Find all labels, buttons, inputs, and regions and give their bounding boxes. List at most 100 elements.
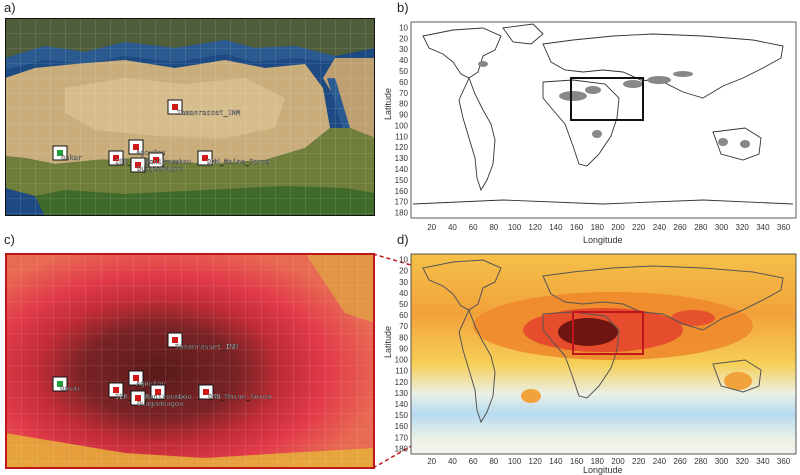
lon-tick-label: 160 — [570, 223, 584, 232]
lat-tick-label: 50 — [399, 300, 408, 309]
lat-tick-label: 120 — [395, 378, 409, 387]
station-label: Dakar — [60, 385, 81, 393]
lat-tick-label: 50 — [399, 67, 408, 76]
lat-tick-label: 170 — [395, 198, 409, 207]
station-label: Ouagadougou — [137, 400, 183, 408]
lat-tick-label: 170 — [395, 433, 409, 442]
continent-outlines — [412, 23, 794, 205]
panel-label-b: b) — [397, 0, 409, 15]
lat-tick-label: 110 — [395, 132, 408, 141]
lon-axis: 20 40 60 80 100 120 140 160 180 200 220 240 260 280 30… — [427, 223, 791, 232]
station-label: Banizoumbou — [145, 393, 191, 401]
lon-tick-label: 340 — [756, 457, 770, 466]
lat-tick-label: 20 — [399, 34, 408, 43]
lon-tick-label: 220 — [632, 457, 646, 466]
lat-tick-label: 80 — [399, 100, 408, 109]
lon-axis: 20 40 60 80 100 120 140 160 180 200 220 240 260 280 30… — [427, 457, 791, 466]
lat-tick-label: 180 — [395, 444, 409, 453]
lat-axis-label: Latitude — [383, 88, 393, 120]
lon-tick-label: 200 — [611, 223, 625, 232]
lon-tick-label: 260 — [673, 223, 687, 232]
lon-tick-label: 100 — [508, 457, 522, 466]
lon-tick-label: 60 — [469, 223, 478, 232]
station-ouagadougou: Ouagadougou — [130, 390, 184, 408]
lat-tick-label: 140 — [395, 165, 409, 174]
lon-axis-label: Longitude — [583, 235, 623, 245]
lon-tick-label: 220 — [632, 223, 646, 232]
lon-tick-label: 300 — [715, 223, 729, 232]
lat-tick-label: 160 — [395, 187, 409, 196]
lon-tick-label: 100 — [508, 223, 522, 232]
lat-tick-label: 110 — [395, 367, 408, 376]
lon-tick-label: 200 — [611, 457, 625, 466]
dust-patches — [478, 61, 750, 148]
station-label: Dakar — [61, 154, 82, 162]
lat-tick-label: 130 — [395, 154, 409, 163]
lon-tick-label: 20 — [427, 223, 436, 232]
continent-outlines — [422, 259, 784, 424]
station-tamanrasset: Tamanrasset_INM — [167, 332, 238, 351]
station-ouagadougou: Ouagadougou — [130, 157, 184, 173]
panel-frame — [5, 18, 375, 216]
station-label: Agoufou — [136, 380, 166, 388]
lat-tick-label: 120 — [395, 143, 409, 152]
lon-tick-label: 140 — [549, 223, 563, 232]
lon-tick-label: 40 — [448, 457, 457, 466]
lon-tick-label: 260 — [673, 457, 687, 466]
lon-tick-label: 360 — [777, 223, 791, 232]
station-label: Tamanrasset_INM — [177, 109, 240, 117]
lon-tick-label: 280 — [694, 223, 708, 232]
lat-axis: 1020304050607080901001101201301401501601… — [395, 23, 409, 217]
lat-tick-label: 70 — [399, 322, 408, 331]
station-label: DMN_Maine_Soroa — [208, 393, 271, 401]
lat-tick-label: 130 — [395, 389, 409, 398]
lon-tick-label: 120 — [529, 223, 543, 232]
lat-tick-label: 10 — [399, 23, 408, 32]
world-outline-panel: 1020304050607080901001101201301401501601… — [383, 21, 797, 245]
satellite-map-panel: Tamanrasset_INM Dakar Agoufou IER_Cinzan… — [5, 18, 375, 216]
lat-tick-label: 180 — [395, 209, 409, 218]
lon-tick-label: 280 — [694, 457, 708, 466]
region-box — [570, 77, 644, 121]
station-label: Tamanrasset_INM — [175, 343, 238, 351]
lon-tick-label: 320 — [736, 223, 750, 232]
lon-tick-label: 300 — [715, 457, 729, 466]
lon-tick-label: 160 — [570, 457, 584, 466]
lon-tick-label: 80 — [489, 223, 498, 232]
lon-tick-label: 320 — [736, 457, 750, 466]
lon-tick-label: 340 — [756, 223, 770, 232]
station-tamanrasset: Tamanrasset_INM — [167, 99, 240, 117]
lon-tick-label: 240 — [653, 223, 667, 232]
station-label: Ouagadougou — [137, 165, 183, 173]
lat-tick-label: 140 — [395, 400, 409, 409]
station-agoufou: Agoufou — [128, 370, 166, 388]
lat-tick-label: 70 — [399, 89, 408, 98]
lon-tick-label: 360 — [777, 457, 791, 466]
station-dakar: Dakar — [52, 376, 81, 393]
map-grid — [5, 253, 375, 469]
station-dakar: Dakar — [52, 145, 82, 162]
global-aod-panel: 10 20 30 40 50 60 70 80 90 100 110 120 130 140 150 160 1… — [383, 253, 797, 475]
lat-tick-label: 80 — [399, 333, 408, 342]
panel-label-a: a) — [4, 0, 16, 15]
lat-tick-label: 150 — [395, 411, 409, 420]
lon-tick-label: 120 — [529, 457, 543, 466]
lon-tick-label: 40 — [448, 223, 457, 232]
station-dmn-maine-soroa: DMN_Maine_Soroa — [198, 384, 271, 401]
lat-tick-label: 100 — [395, 121, 409, 130]
plot-frame — [410, 253, 797, 455]
lat-tick-label: 40 — [399, 289, 408, 298]
lat-tick-label: 100 — [395, 356, 409, 365]
lat-tick-label: 90 — [399, 111, 408, 120]
lat-tick-label: 30 — [399, 45, 408, 54]
map-grid — [5, 18, 375, 216]
lon-tick-label: 180 — [591, 223, 605, 232]
lat-tick-label: 30 — [399, 278, 408, 287]
lon-tick-label: 80 — [489, 457, 498, 466]
lat-axis-label: Latitude — [383, 326, 393, 358]
lat-tick-label: 150 — [395, 176, 409, 185]
lon-tick-label: 180 — [591, 457, 605, 466]
lon-axis-label: Longitude — [583, 465, 623, 475]
station-label: Banizoumbou — [145, 158, 191, 166]
lat-axis: 1020304050607080901001101201301401501601… — [395, 256, 409, 454]
